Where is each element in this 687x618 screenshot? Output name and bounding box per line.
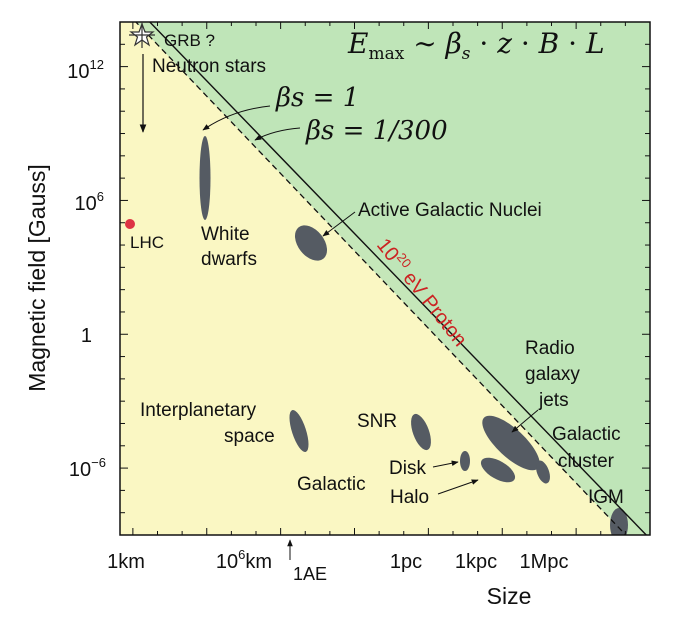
cluster-label: cluster bbox=[558, 451, 615, 472]
x-tick-label: 1Mpc bbox=[520, 551, 569, 573]
radio-jets-pointer bbox=[511, 409, 539, 433]
interplanetary-label: Interplanetary bbox=[140, 400, 257, 421]
beta-pointer-dashed bbox=[202, 105, 271, 131]
cluster-label: Galactic bbox=[552, 424, 621, 445]
x-tick-label: 106km bbox=[216, 547, 272, 573]
igm-label: IGM bbox=[588, 487, 624, 508]
plot-frame bbox=[119, 21, 651, 536]
x-tick-label: 1km bbox=[107, 551, 145, 573]
beta-label-dashed: βs = 1/300 bbox=[305, 116, 448, 146]
interplanetary-blob bbox=[289, 409, 309, 453]
y-tick-label: 1 bbox=[81, 325, 92, 347]
background-regions bbox=[120, 22, 650, 535]
neutron-stars-label: Neutron stars bbox=[152, 56, 266, 77]
grb-star-icon bbox=[129, 22, 155, 48]
y-tick-label: 10−6 bbox=[69, 455, 106, 481]
halo-label: Halo bbox=[390, 487, 429, 508]
white-dwarfs-label: dwarfs bbox=[201, 249, 257, 270]
radio-jets-label: galaxy bbox=[525, 364, 580, 385]
interplanetary-label: space bbox=[224, 426, 275, 447]
agn-label: Active Galactic Nuclei bbox=[358, 200, 542, 221]
line-beta-1-300 bbox=[134, 22, 627, 535]
x-tick-labels: 1km 106km 1pc 1kpc 1Mpc 1AE bbox=[107, 539, 569, 584]
lhc-label: LHC bbox=[130, 233, 164, 252]
agn-pointer bbox=[322, 211, 356, 237]
halo-blob bbox=[480, 457, 516, 483]
y-tick-label: 1012 bbox=[67, 57, 104, 83]
cluster-blob bbox=[536, 460, 550, 484]
x-axis-title: Size bbox=[487, 583, 532, 609]
agn-blob bbox=[294, 225, 328, 261]
line-beta-1 bbox=[148, 22, 648, 535]
snr-label: SNR bbox=[357, 411, 397, 432]
igm-blob bbox=[610, 508, 628, 535]
disk-label: Disk bbox=[389, 458, 426, 479]
white-dwarfs-blob bbox=[199, 136, 211, 220]
gradient-band bbox=[135, 22, 647, 535]
y-tick-label: 106 bbox=[75, 189, 104, 215]
white-dwarfs-label: White bbox=[201, 224, 250, 245]
object-blobs bbox=[199, 136, 628, 535]
radio-jets-blob bbox=[482, 415, 540, 471]
radio-jets-label: jets bbox=[538, 390, 569, 411]
x-tick-label: 1kpc bbox=[455, 551, 497, 573]
radio-jets-label: Radio bbox=[525, 338, 575, 359]
beta-pointer-solid bbox=[254, 127, 301, 141]
x-tick-label: 1pc bbox=[390, 551, 422, 573]
grb-label: GRB ? bbox=[164, 31, 215, 50]
halo-pointer bbox=[437, 479, 479, 495]
galactic-label: Galactic bbox=[297, 474, 366, 495]
lhc-dot bbox=[125, 219, 135, 229]
marker-1ae-label: 1AE bbox=[293, 564, 327, 584]
y-tick-labels: 1012 106 1 10−6 bbox=[67, 57, 106, 481]
disk-blob bbox=[460, 451, 470, 471]
beta-label-solid: βs = 1 bbox=[275, 83, 359, 113]
snr-blob bbox=[411, 413, 431, 451]
tick-marks bbox=[120, 21, 651, 536]
disk-pointer bbox=[432, 460, 459, 468]
y-axis-title: Magnetic field [Gauss] bbox=[24, 164, 50, 392]
